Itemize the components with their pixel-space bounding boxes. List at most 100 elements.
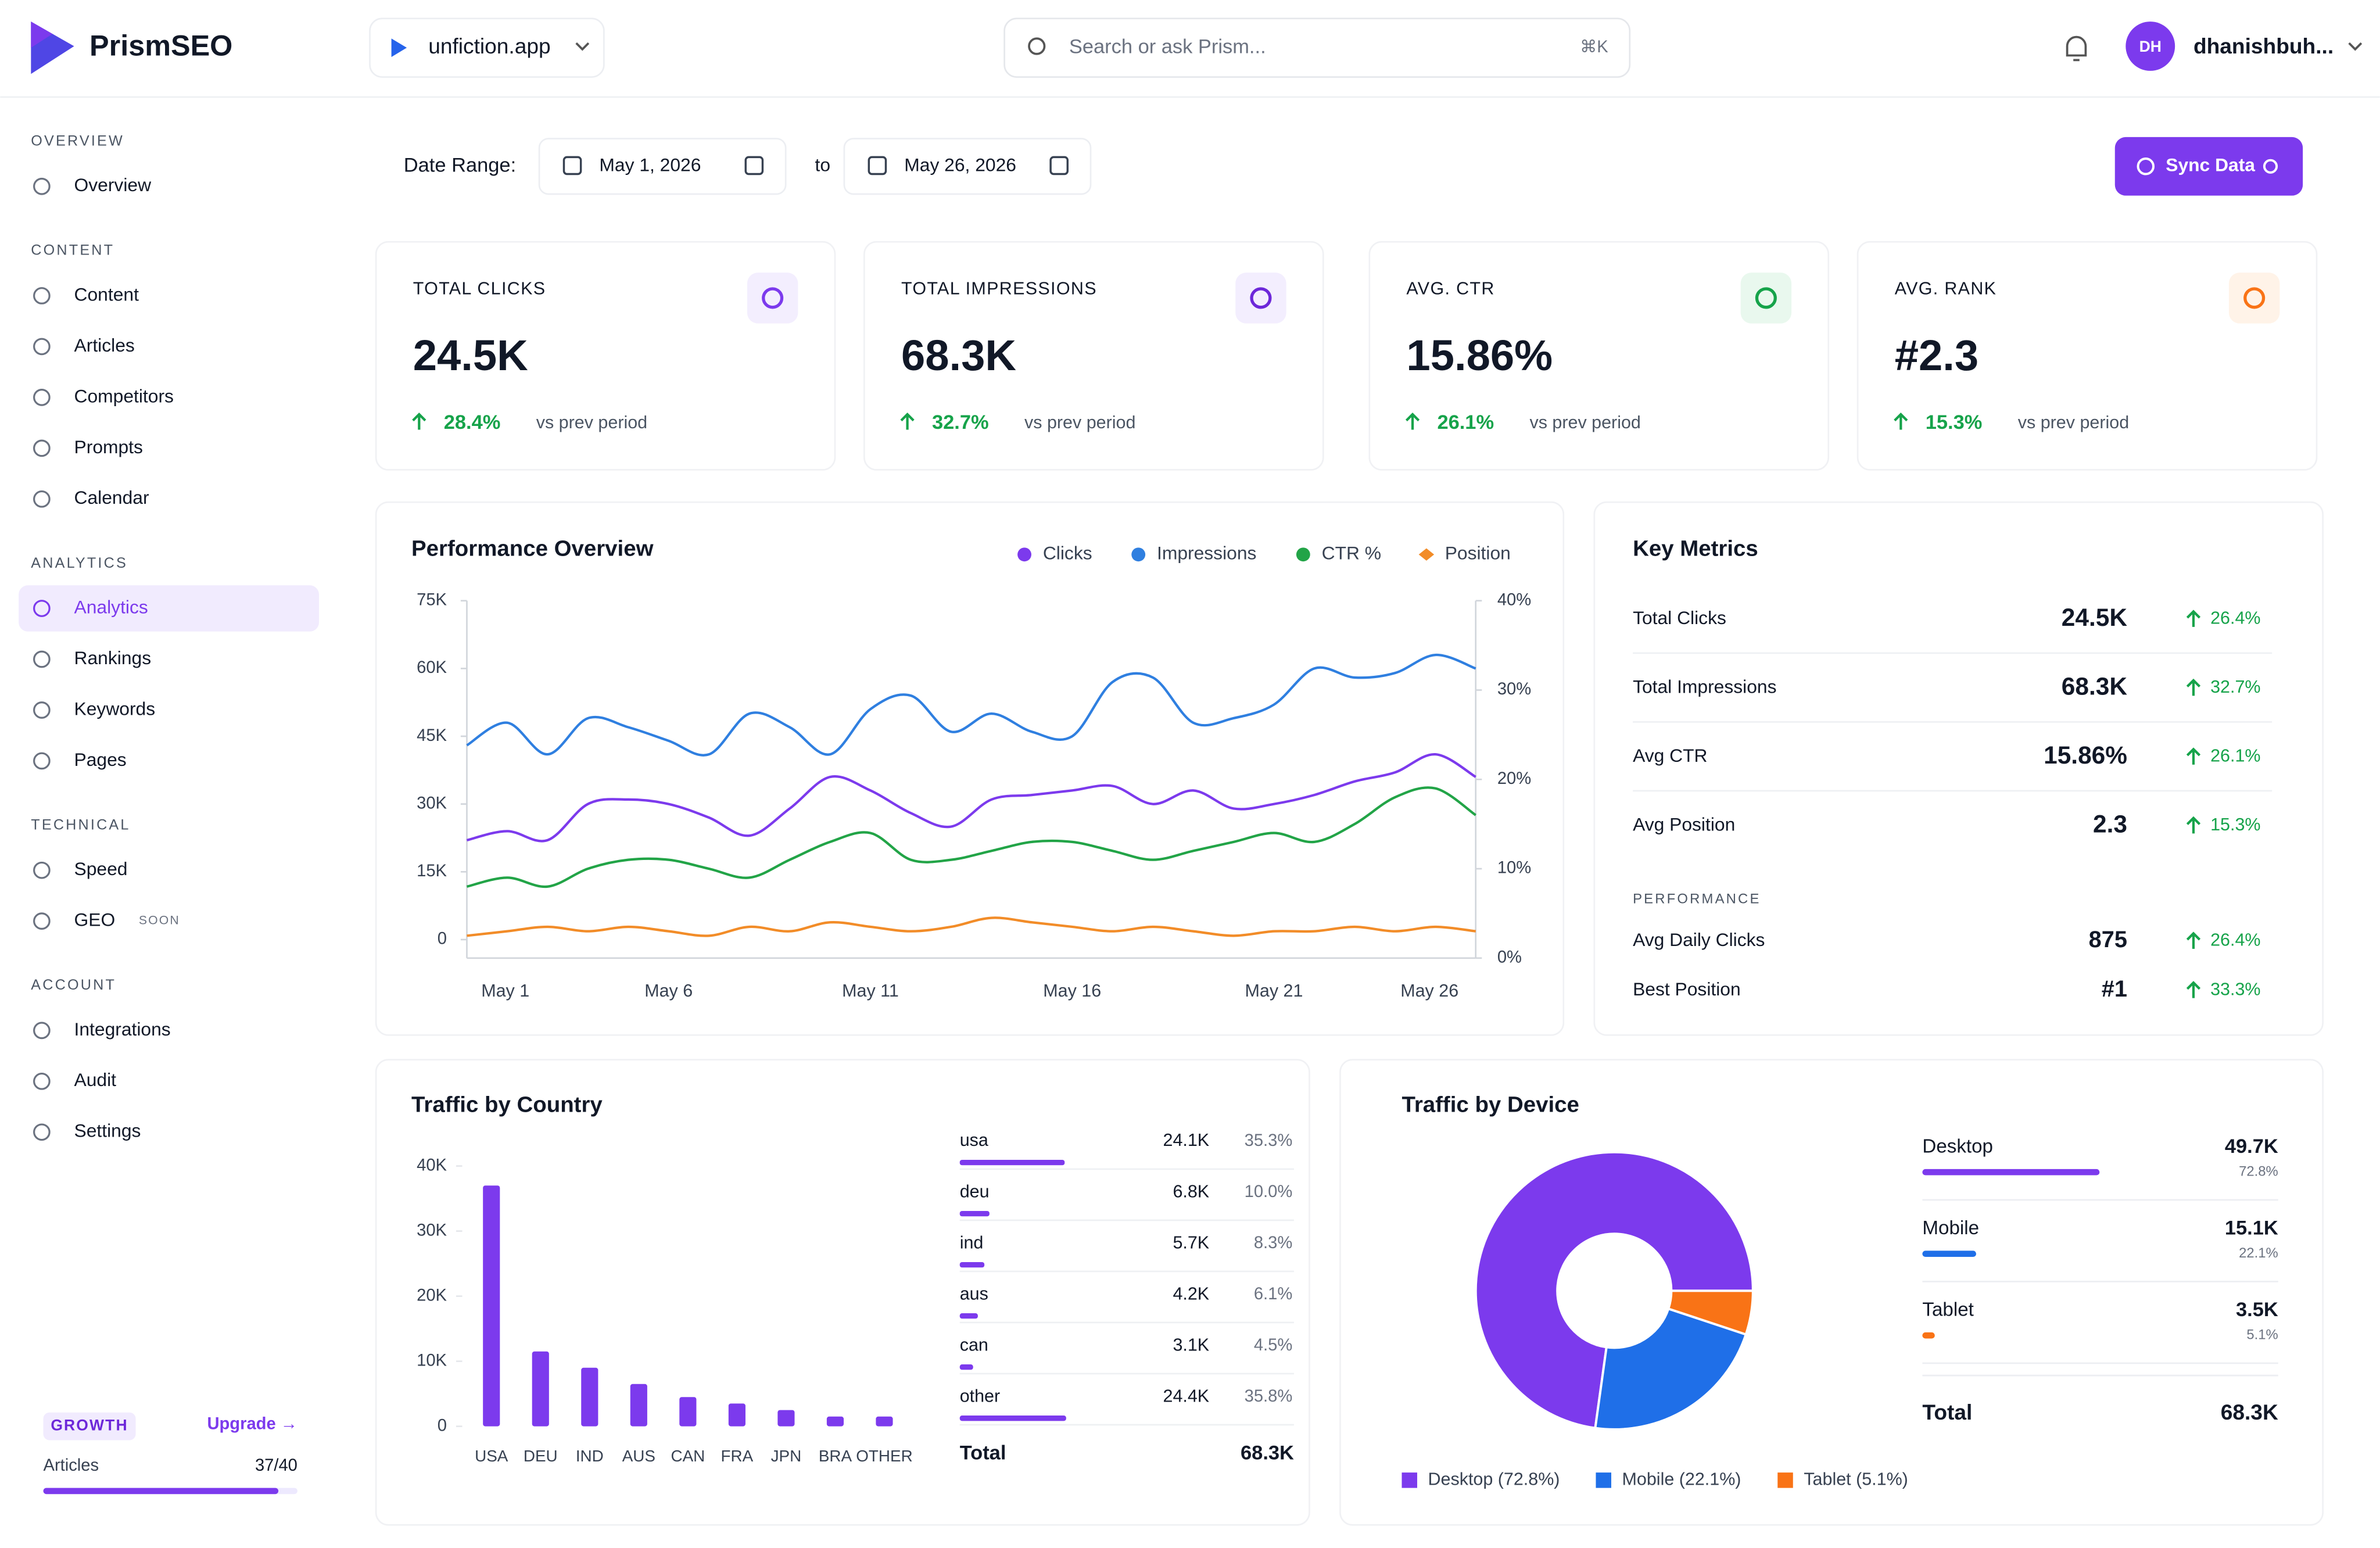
label: unfiction.app	[428, 34, 550, 58]
label: AVG. RANK	[1895, 278, 1997, 298]
nav-item[interactable]: Rankings	[74, 647, 152, 668]
nav-item[interactable]: Audit	[74, 1069, 117, 1090]
x-tick-label: DEU	[524, 1447, 558, 1465]
nav-icon	[33, 338, 51, 356]
arrow-up-icon	[2186, 816, 2201, 834]
label: 68.3K	[901, 331, 1016, 379]
kpi-card	[1856, 241, 2318, 471]
nav-item[interactable]: Integrations	[74, 1019, 171, 1040]
label: 5.1%	[2246, 1327, 2278, 1342]
label: TOTAL IMPRESSIONS	[901, 278, 1097, 298]
label: ind	[960, 1232, 984, 1252]
arrow-up-icon	[2186, 678, 2201, 696]
bell-icon[interactable]	[2066, 35, 2087, 62]
label: deu	[960, 1181, 990, 1201]
x-tick-label: FRA	[721, 1447, 754, 1465]
date-input[interactable]	[843, 138, 1092, 195]
nav-item[interactable]: Calendar	[74, 487, 149, 508]
nav-icon	[33, 1022, 51, 1040]
x-tick-label: JPN	[771, 1447, 802, 1465]
x-tick-label: USA	[475, 1447, 508, 1465]
nav-item[interactable]: Settings	[74, 1120, 141, 1141]
label: 10.0%	[1245, 1182, 1293, 1201]
nav-item[interactable]: Articles	[74, 335, 135, 356]
label: 5.7K	[1173, 1232, 1209, 1252]
calendar-icon	[562, 156, 582, 175]
label: Best Position	[1633, 979, 1741, 999]
nav-item[interactable]: Keywords	[74, 698, 156, 719]
label: vs prev period	[1529, 413, 1640, 432]
label: 68.3K	[2221, 1400, 2278, 1424]
nav-icon	[33, 861, 51, 879]
nav-item[interactable]: Pages	[74, 749, 127, 770]
label: 3.1K	[1173, 1335, 1209, 1354]
nav-item[interactable]: GEO	[74, 909, 116, 930]
label: 26.1%	[1437, 411, 1494, 433]
avatar[interactable]	[2125, 21, 2175, 71]
arrow-up-icon	[2186, 747, 2201, 765]
label: 875	[2089, 927, 2127, 952]
label: Avg Position	[1633, 814, 1735, 834]
label: TOTAL CLICKS	[413, 278, 546, 298]
y2-tick-label: 10%	[1497, 859, 1531, 877]
plan-badge	[43, 1412, 136, 1440]
y2-tick-label: 0%	[1497, 948, 1522, 966]
nav-icon	[33, 701, 51, 719]
label: ⌘K	[1580, 38, 1608, 56]
label: Key Metrics	[1633, 536, 1758, 561]
label: 4.5%	[1254, 1336, 1292, 1354]
nav-item[interactable]: Speed	[74, 858, 128, 879]
kpi-icon	[1755, 287, 1777, 309]
section-title: TECHNICAL	[31, 816, 130, 833]
kpi-icon	[762, 287, 784, 309]
nav-item[interactable]: Content	[74, 284, 139, 304]
label: dhanishbuh...	[2193, 34, 2334, 58]
chevron-icon	[575, 42, 590, 51]
date-input[interactable]	[538, 138, 787, 195]
legend-label: Desktop (72.8%)	[1428, 1469, 1560, 1489]
sync-icon	[2263, 159, 2278, 174]
x-tick-label: AUS	[622, 1447, 655, 1465]
series-line	[467, 916, 1476, 937]
site-selector[interactable]	[369, 17, 605, 78]
nav-item[interactable]: Overview	[74, 174, 152, 195]
arrow-up-icon	[412, 413, 426, 430]
share-bar	[1922, 1250, 1976, 1257]
x-tick-label: May 11	[842, 981, 899, 1001]
calendar-icon	[868, 156, 887, 175]
y2-tick-label: 30%	[1497, 680, 1531, 698]
bar	[630, 1384, 647, 1427]
label: vs prev period	[2018, 413, 2129, 432]
sync-button[interactable]	[2114, 137, 2303, 196]
nav-icon	[33, 912, 51, 930]
label: PERFORMANCE	[1633, 891, 1761, 906]
bar	[777, 1410, 795, 1427]
nav-icon	[33, 490, 51, 508]
x-tick-label: May 21	[1245, 981, 1303, 1001]
y-tick-label: 20K	[417, 1286, 447, 1305]
nav-item[interactable]: Competitors	[74, 385, 174, 406]
label: PrismSEO	[89, 28, 232, 62]
label: Avg Daily Clicks	[1633, 929, 1765, 950]
pie-slice	[1474, 1151, 1754, 1429]
label: 24.4K	[1163, 1386, 1210, 1406]
bar	[581, 1367, 598, 1427]
label: 24.5K	[2062, 604, 2128, 631]
x-tick-label: May 26	[1400, 981, 1458, 1001]
label: can	[960, 1335, 988, 1354]
kpi-icon-box	[2228, 273, 2280, 324]
label: Date Range:	[404, 154, 516, 176]
search-box[interactable]	[1003, 17, 1631, 78]
label: 15.3%	[1926, 411, 1983, 433]
upgrade-link[interactable]: Upgrade →	[207, 1415, 297, 1434]
kpi-icon-box	[747, 273, 798, 324]
pie-slice	[1666, 1289, 1754, 1336]
nav-icon	[33, 439, 51, 457]
y-tick-label: 45K	[417, 726, 447, 745]
nav-item[interactable]: Analytics	[74, 596, 148, 617]
label: 32.7%	[932, 411, 989, 433]
label: Avg CTR	[1633, 745, 1707, 766]
label: DH	[2139, 38, 2162, 55]
nav-item[interactable]: Prompts	[74, 436, 143, 457]
kpi-icon	[1250, 287, 1272, 309]
